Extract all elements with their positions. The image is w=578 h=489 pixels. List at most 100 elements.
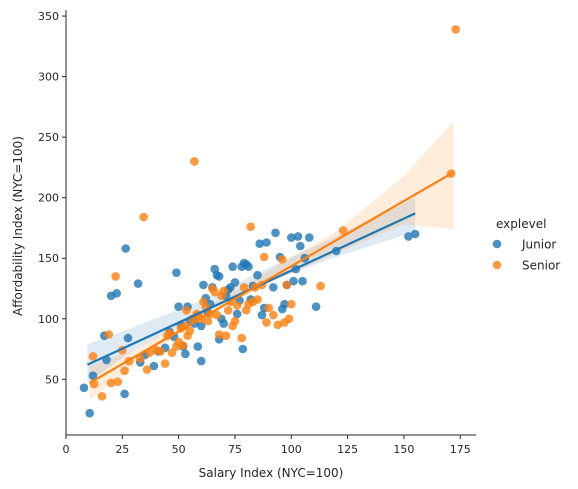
axes: 0 25 50 75 100 125 150 175 50 100 150 200 250 300 350	[38, 10, 476, 456]
senior-point	[237, 333, 246, 343]
senior-point	[284, 314, 294, 324]
senior-point	[282, 280, 292, 290]
senior-point	[106, 378, 116, 388]
senior-point	[88, 352, 98, 361]
junior-point	[253, 270, 262, 280]
junior-point	[298, 276, 307, 286]
junior-point	[305, 233, 314, 242]
junior-point	[262, 238, 271, 247]
junior-legend-label: Junior	[521, 238, 556, 252]
senior-point	[223, 306, 233, 315]
junior-point	[149, 361, 159, 371]
senior-point	[203, 316, 213, 326]
junior-point	[230, 278, 240, 287]
senior-point	[142, 365, 152, 374]
junior-point	[289, 276, 298, 286]
senior-point	[104, 330, 114, 339]
senior-point	[264, 303, 274, 313]
y-tick-label: 350	[38, 10, 59, 23]
junior-point	[296, 241, 305, 251]
senior-point	[214, 330, 224, 339]
senior-point	[113, 377, 123, 387]
junior-point	[121, 244, 130, 253]
y-tick-label: 250	[38, 131, 59, 144]
y-tick-label: 50	[45, 373, 59, 386]
senior-point	[269, 310, 278, 320]
senior-point	[97, 392, 107, 401]
junior-point	[112, 289, 121, 298]
senior-point	[451, 25, 461, 34]
senior-point	[230, 316, 240, 326]
x-tick-label: 25	[115, 443, 129, 456]
senior-point	[287, 299, 296, 309]
senior-point	[156, 347, 165, 356]
senior-point	[221, 331, 231, 341]
junior-point	[196, 356, 206, 366]
senior-point	[259, 252, 269, 262]
junior-point	[271, 228, 280, 238]
junior-point	[228, 262, 237, 272]
junior-point	[255, 239, 264, 248]
senior-point	[246, 222, 255, 231]
junior-point	[280, 299, 289, 309]
junior-confidence-band	[87, 197, 416, 383]
junior-point	[311, 302, 321, 312]
senior-point	[338, 226, 348, 235]
junior-point	[120, 389, 129, 399]
senior-regression-line	[89, 171, 455, 384]
junior-point	[244, 262, 253, 272]
junior-point	[133, 279, 143, 288]
junior-point	[410, 229, 420, 239]
x-tick-label: 150	[393, 443, 414, 456]
regression-lines	[86, 171, 455, 384]
y-tick-label: 200	[38, 192, 59, 205]
senior-point	[185, 326, 195, 336]
junior-point	[214, 272, 224, 281]
y-axis-label: Affordability Index (NYC=100)	[11, 136, 25, 316]
x-tick-label: 0	[63, 443, 70, 456]
junior-point	[172, 268, 181, 278]
senior-point	[219, 286, 228, 296]
junior-point	[193, 342, 203, 351]
junior-point	[79, 383, 89, 393]
senior-point	[212, 310, 222, 320]
senior-point	[111, 272, 120, 281]
junior-point	[404, 232, 413, 241]
senior-point	[160, 359, 170, 368]
legend: explevel Junior Senior	[492, 217, 560, 273]
senior-point	[253, 295, 262, 304]
junior-point	[196, 321, 206, 331]
junior-point	[88, 371, 98, 381]
junior-point	[85, 408, 94, 418]
senior-point	[273, 320, 283, 330]
junior-point	[269, 283, 278, 292]
junior-point	[232, 309, 242, 319]
x-axis-label: Salary Index (NYC=100)	[199, 466, 344, 480]
senior-legend-label: Senior	[522, 259, 560, 273]
senior-point	[178, 341, 188, 350]
x-tick-label: 175	[450, 443, 471, 456]
senior-point	[210, 287, 219, 297]
senior-point	[167, 348, 177, 358]
y-tick-label: 150	[38, 252, 59, 265]
junior-point	[293, 232, 303, 241]
senior-point	[232, 301, 242, 310]
senior-point	[182, 306, 191, 315]
legend-title: explevel	[496, 217, 546, 231]
x-tick-label: 100	[281, 443, 302, 456]
junior-point	[174, 302, 183, 312]
x-tick-label: 75	[228, 443, 242, 456]
senior-point	[136, 354, 145, 364]
senior-legend-marker	[492, 260, 502, 270]
x-tick-label: 125	[337, 443, 358, 456]
junior-legend-marker	[492, 239, 502, 249]
senior-point	[139, 212, 148, 222]
senior-point	[278, 255, 287, 264]
senior-point	[120, 366, 129, 376]
junior-point	[219, 319, 228, 328]
junior-point	[257, 310, 267, 320]
y-tick-label: 300	[38, 71, 59, 84]
senior-point	[262, 318, 271, 327]
y-tick-label: 100	[38, 313, 59, 326]
